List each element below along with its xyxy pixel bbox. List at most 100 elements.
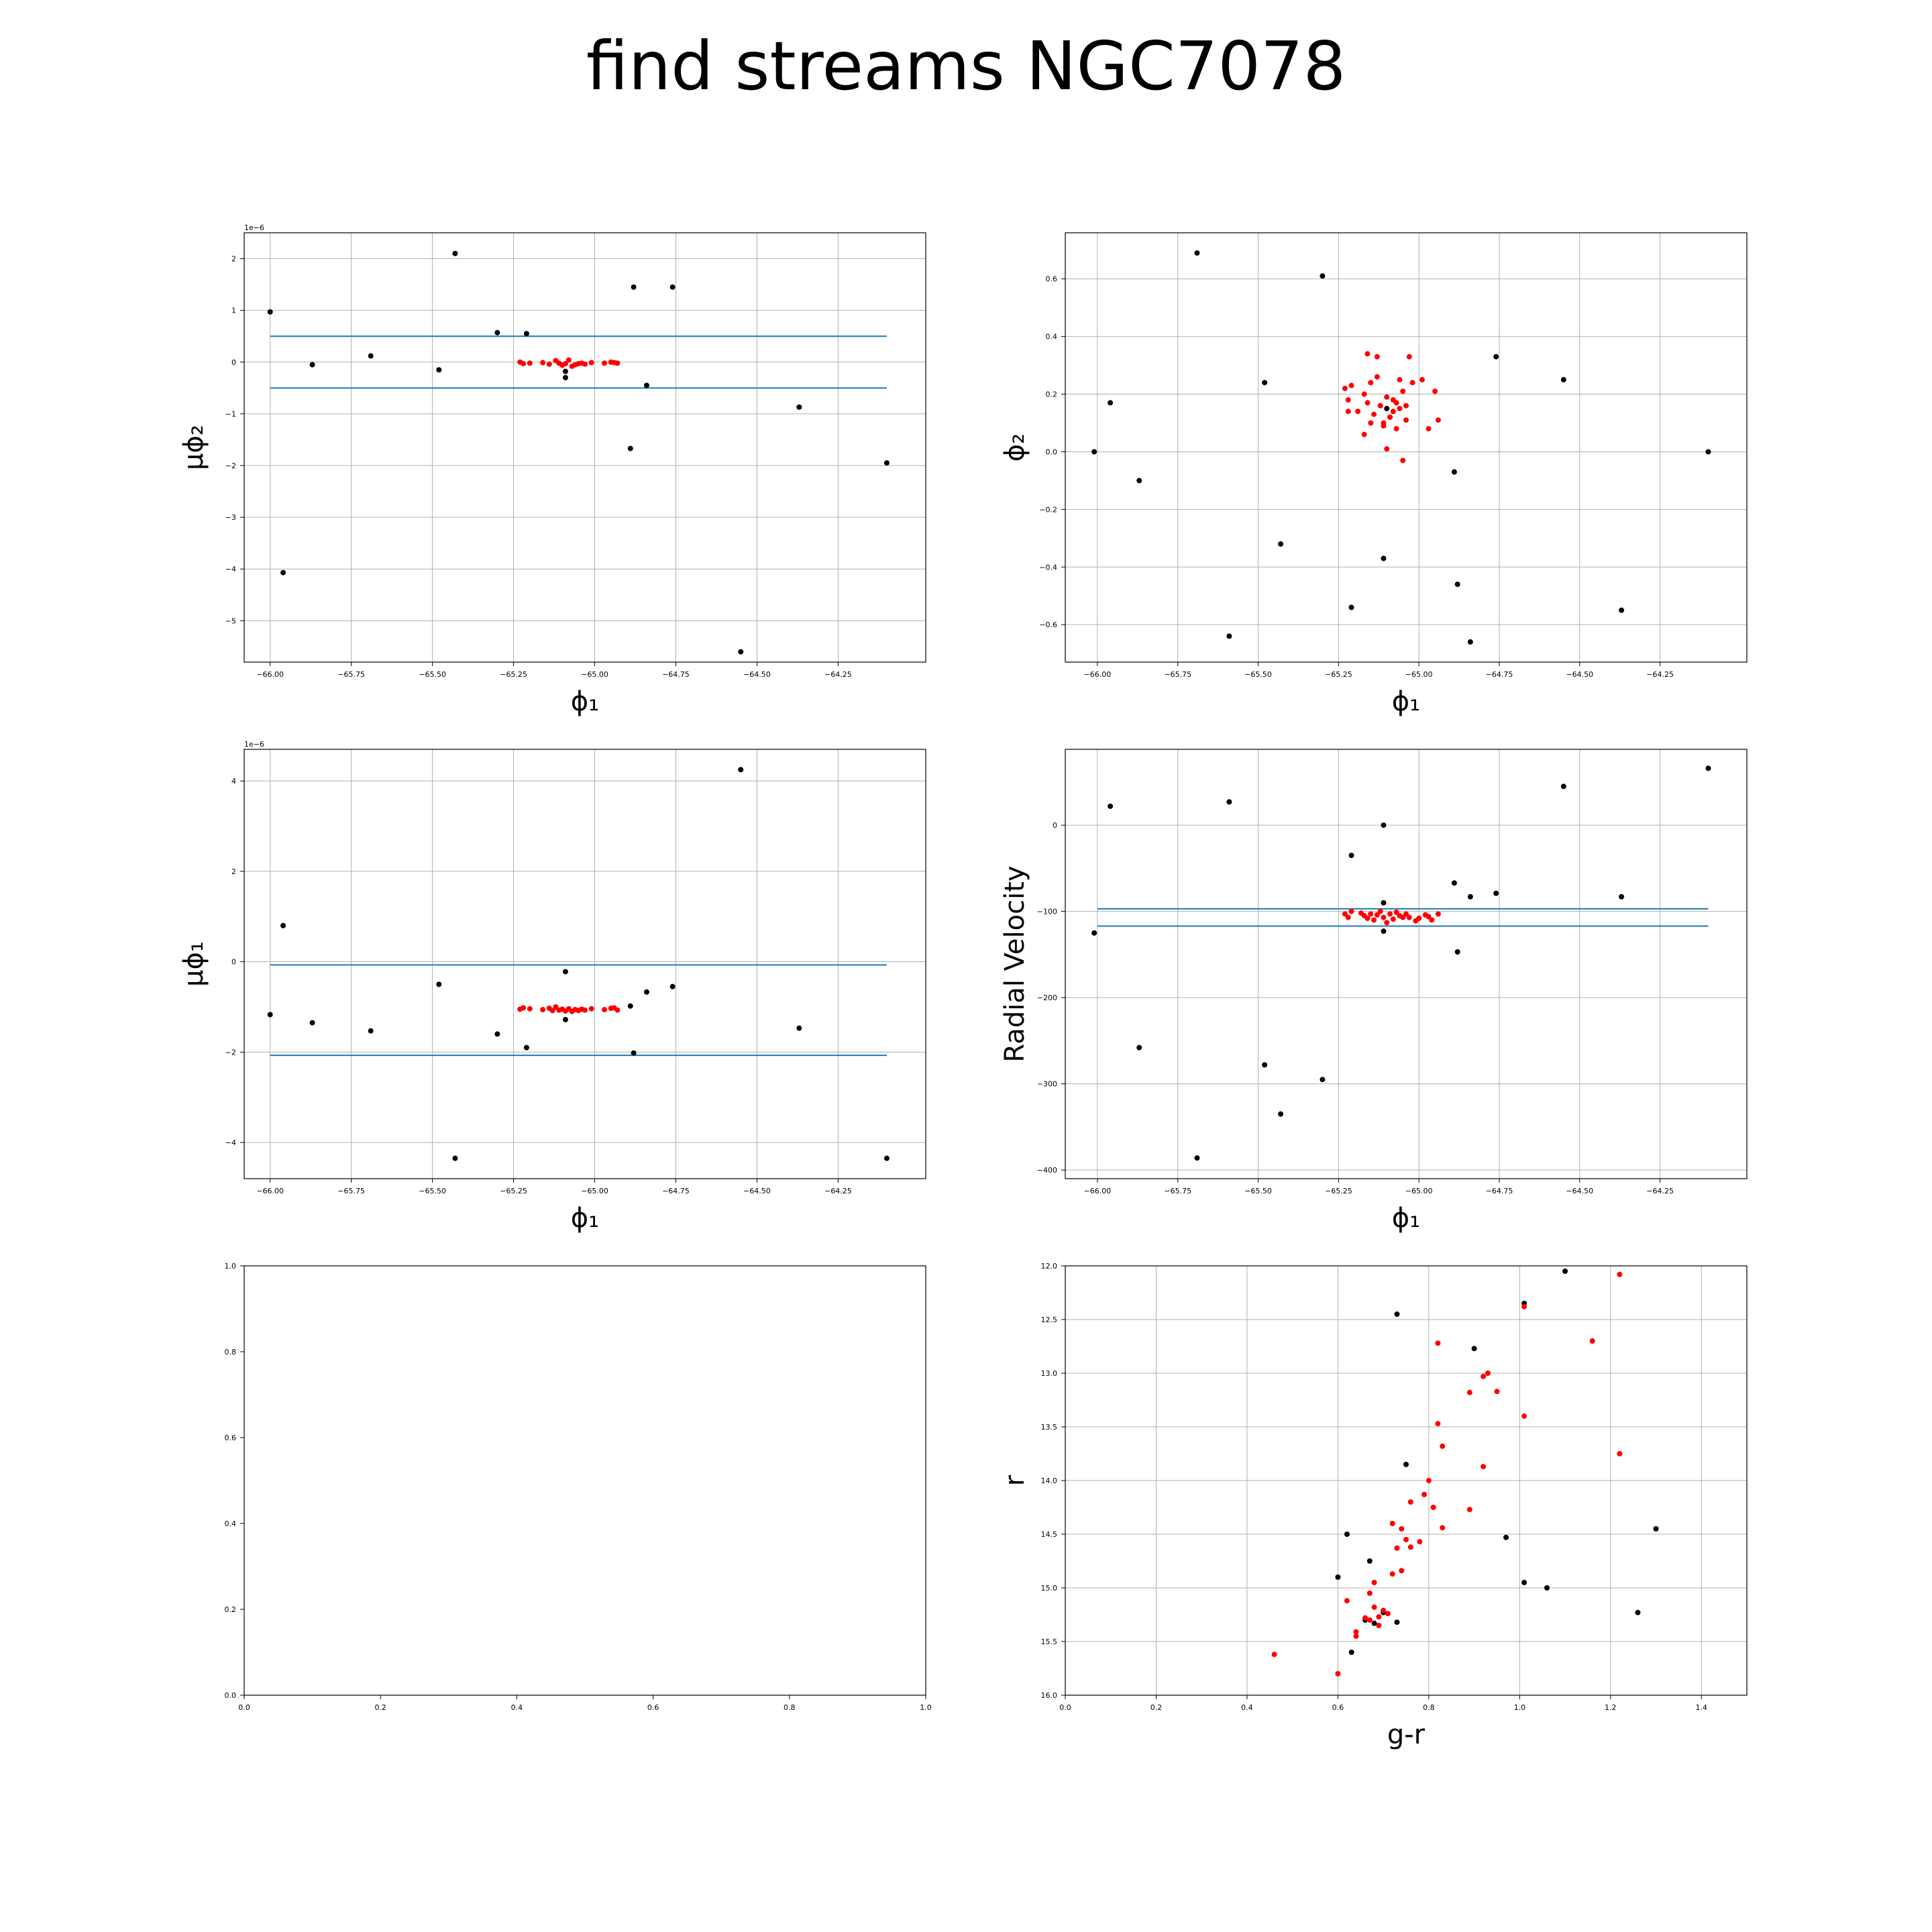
chart-4-selected-point-2: [1348, 908, 1354, 914]
chart-6-selected-point-38: [1353, 1633, 1359, 1639]
chart-4-ytick-label-2: −200: [1037, 994, 1057, 1002]
chart-6-y-axis-label: r: [1000, 1474, 1030, 1486]
chart-2-background-point-8: [1348, 604, 1354, 610]
chart-4-selected-point-24: [1435, 911, 1441, 917]
chart-5-ytick-label-0: 0.0: [225, 1691, 237, 1700]
chart-3-xtick-label-7: −64.25: [824, 1187, 852, 1195]
chart-6-selected-point-15: [1417, 1539, 1423, 1545]
chart-6-selected-point-16: [1421, 1491, 1428, 1497]
chart-6-selected-point-37: [1376, 1623, 1382, 1628]
chart-4-background-point-10: [1381, 928, 1387, 934]
chart-3-ytick-label-2: 0: [231, 958, 236, 967]
chart-6-ytick-label-6: 15.0: [1041, 1584, 1058, 1593]
chart-6-background-point-12: [1394, 1619, 1400, 1625]
chart-1-background-point-4: [436, 367, 442, 373]
chart-2-background-point-3: [1194, 250, 1200, 256]
chart-4-background-point-9: [1381, 822, 1387, 828]
chart-6-ytick-label-8: 16.0: [1041, 1691, 1058, 1700]
chart-5-xtick-label-1: 0.2: [374, 1703, 386, 1712]
chart-4-background-point-1: [1108, 803, 1114, 809]
chart-2-selected-point-8: [1374, 374, 1380, 380]
chart-6-selected-point-28: [1617, 1451, 1623, 1456]
chart-1-selected-point-14: [582, 361, 588, 367]
chart-1-background-point-16: [883, 460, 890, 466]
chart-2-xtick-label-3: −65.25: [1325, 670, 1352, 679]
chart-3-background-point-2: [309, 1020, 315, 1026]
chart-1-x-axis-label: ϕ₁: [571, 686, 599, 717]
chart-2-selected-point-22: [1435, 417, 1441, 423]
chart-2-selected-point-32: [1361, 431, 1367, 437]
chart-4-selected-point-20: [1416, 915, 1422, 921]
chart-4-background-point-16: [1560, 784, 1566, 790]
chart-4-background-point-3: [1194, 1155, 1200, 1161]
chart-4-background-point-13: [1454, 949, 1460, 955]
chart-3-background-point-0: [267, 1012, 273, 1018]
chart-3-background-point-1: [280, 922, 286, 928]
chart-2-selected-point-34: [1393, 400, 1399, 406]
chart-6-background-point-16: [1653, 1526, 1659, 1532]
chart-2-xtick-label-2: −65.50: [1244, 670, 1272, 679]
chart-6-xtick-label-0: 0.0: [1059, 1703, 1071, 1712]
chart-1-xtick-label-5: −64.75: [662, 670, 690, 679]
chart-3-y-scale-note: 1e−6: [244, 740, 264, 749]
chart-1-selected-point-8: [562, 361, 568, 367]
chart-6-selected-point-35: [1407, 1544, 1413, 1550]
chart-2-background-point-4: [1226, 633, 1232, 639]
chart-2-selected-point-5: [1364, 400, 1371, 406]
chart-4-selected-point-23: [1429, 917, 1435, 923]
chart-6-background-point-8: [1348, 1650, 1354, 1655]
chart-4-xtick-label-6: −64.50: [1566, 1187, 1593, 1195]
chart-6-xtick-label-1: 0.2: [1150, 1703, 1163, 1712]
chart-1-background-point-14: [738, 649, 744, 655]
chart-6-selected-point-30: [1481, 1464, 1487, 1470]
chart-2-selected-point-15: [1397, 406, 1403, 412]
chart-6-selected-point-39: [1440, 1525, 1446, 1531]
chart-2-selected-point-26: [1397, 377, 1403, 383]
chart-4-background-point-8: [1348, 853, 1354, 859]
chart-4-xtick-label-0: −66.00: [1084, 1187, 1112, 1195]
chart-3-ytick-label-0: −4: [225, 1138, 236, 1147]
chart-2-selected-point-30: [1384, 446, 1390, 452]
chart-2-ytick-label-3: 0.0: [1046, 447, 1058, 456]
chart-6-selected-point-27: [1589, 1338, 1595, 1344]
chart-6-selected-point-12: [1399, 1568, 1405, 1574]
chart-3-selected-point-5: [549, 1008, 555, 1014]
chart-2-x-axis-label: ϕ₁: [1392, 686, 1420, 717]
chart-6-selected-point-3: [1353, 1629, 1359, 1635]
chart-2-selected-point-31: [1403, 402, 1409, 409]
chart-1-xtick-label-7: −64.25: [824, 670, 852, 679]
chart-6-selected-point-13: [1403, 1537, 1409, 1542]
chart-2-background-point-12: [1454, 582, 1460, 588]
chart-4-selected-point-5: [1364, 915, 1371, 921]
chart-3-ytick-label-4: 4: [231, 777, 236, 786]
chart-2-selected-point-18: [1406, 354, 1412, 360]
chart-2-selected-point-28: [1345, 409, 1351, 415]
chart-1-selected-point-19: [614, 360, 621, 366]
chart-2-selected-point-25: [1387, 414, 1393, 420]
chart-2-background-point-11: [1451, 469, 1457, 475]
chart-4-background-point-14: [1467, 894, 1473, 900]
chart-4-selected-point-11: [1384, 920, 1390, 926]
chart-5-ytick-label-4: 0.8: [225, 1348, 237, 1356]
chart-4-xtick-label-3: −65.25: [1325, 1187, 1352, 1195]
chart-2-background-point-0: [1091, 449, 1097, 455]
chart-4-xtick-label-2: −65.50: [1244, 1187, 1272, 1195]
chart-6-selected-point-20: [1435, 1340, 1441, 1346]
chart-2-selected-point-23: [1364, 351, 1371, 357]
chart-4-xtick-label-7: −64.25: [1646, 1187, 1674, 1195]
chart-4-background-point-11: [1381, 900, 1387, 906]
chart-1-selected-point-3: [540, 360, 546, 366]
chart-2-selected-point-4: [1361, 391, 1367, 397]
chart-3-xtick-label-6: −64.50: [743, 1187, 771, 1195]
chart-4-selected-point-6: [1368, 911, 1374, 917]
chart-2-selected-point-36: [1390, 409, 1396, 415]
chart-6-selected-point-25: [1521, 1413, 1527, 1419]
chart-6-selected-point-10: [1389, 1571, 1395, 1577]
chart-2-ytick-label-1: −0.4: [1039, 563, 1057, 572]
chart-5-xtick-label-5: 1.0: [920, 1703, 932, 1712]
chart-6-selected-point-17: [1426, 1478, 1432, 1483]
chart-3-background-point-10: [627, 1003, 633, 1009]
chart-6-ytick-label-1: 12.5: [1041, 1316, 1058, 1324]
chart-6-background-point-6: [1366, 1558, 1373, 1564]
chart-2-xtick-label-0: −66.00: [1084, 670, 1112, 679]
